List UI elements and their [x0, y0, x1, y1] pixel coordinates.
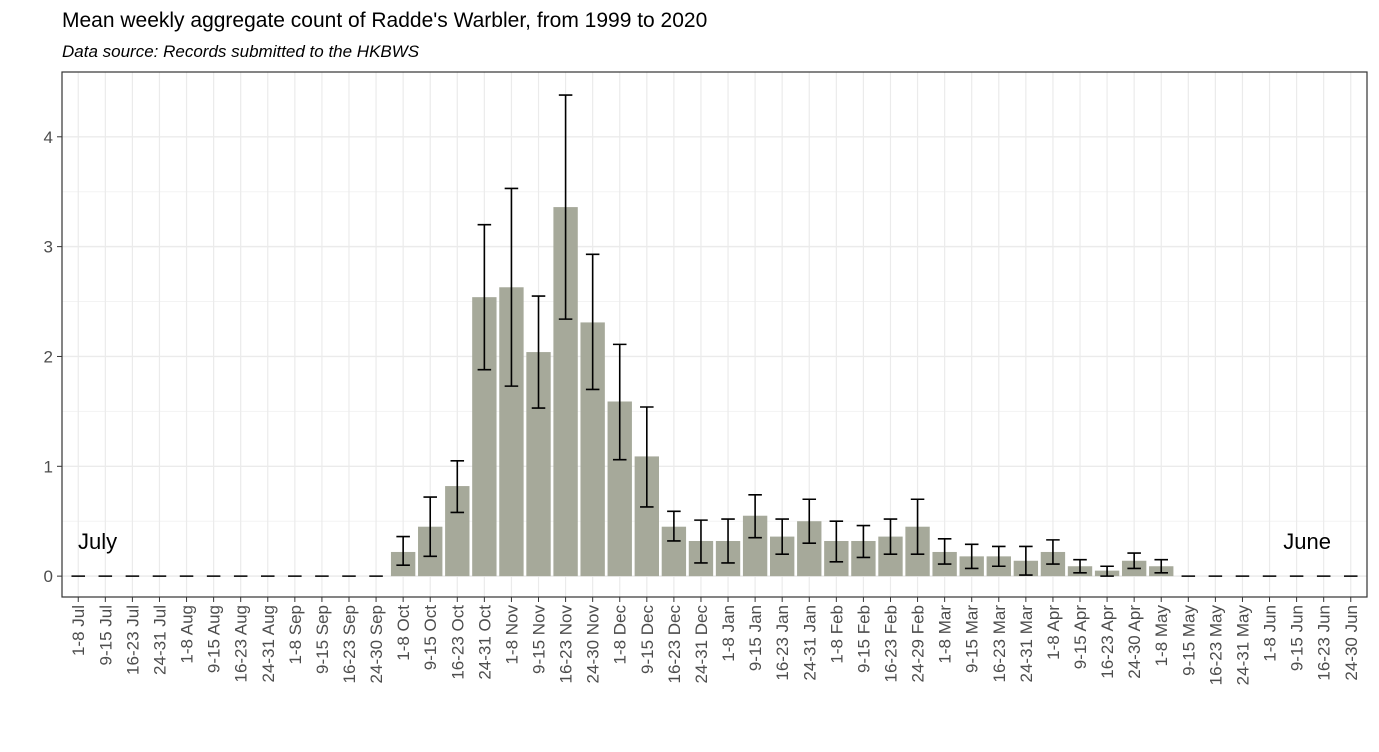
x-tick-label: 9-15 Dec — [638, 605, 657, 674]
error-bar — [423, 496, 437, 558]
y-tick-label: 1 — [44, 457, 53, 476]
x-tick-label: 24-31 Mar — [1017, 605, 1036, 683]
y-tick-label: 3 — [44, 238, 53, 257]
x-tick-label: 16-23 Jun — [1315, 605, 1334, 681]
x-tick-label: 16-23 Sep — [340, 605, 359, 683]
x-tick-label: 24-31 Aug — [259, 605, 278, 683]
x-tick-label: 24-30 Jun — [1342, 605, 1361, 681]
error-bar — [829, 520, 844, 563]
error-bar — [667, 510, 681, 542]
x-tick-label: 9-15 Feb — [854, 605, 873, 673]
error-bar — [1046, 539, 1060, 565]
x-tick-label: 16-23 Mar — [990, 605, 1009, 683]
x-tick-label: 16-23 Jan — [773, 605, 792, 681]
y-tick-label: 2 — [44, 347, 53, 366]
plot-background — [62, 72, 1367, 597]
error-bar — [910, 498, 925, 555]
x-tick-label: 9-15 Sep — [313, 605, 332, 674]
error-bar — [612, 343, 627, 461]
error-bar — [450, 460, 465, 514]
error-bar — [1127, 552, 1141, 570]
error-bar — [694, 519, 708, 564]
error-bar — [992, 545, 1006, 568]
x-tick-label: 16-23 May — [1206, 605, 1225, 686]
error-bar — [937, 537, 952, 565]
x-tick-label: 1-8 Jan — [719, 605, 738, 662]
x-tick-label: 9-15 Aug — [205, 605, 224, 673]
x-tick-label: 16-23 Apr — [1098, 605, 1117, 679]
x-tick-label: 24-29 Feb — [909, 605, 928, 683]
error-bar — [531, 295, 546, 409]
chart-title: Mean weekly aggregate count of Radde's W… — [62, 9, 707, 32]
x-tick-label: 1-8 Mar — [936, 605, 955, 664]
x-tick-label: 1-8 Feb — [827, 605, 846, 664]
error-bar — [964, 543, 979, 570]
error-bar — [640, 406, 654, 508]
x-tick-label: 9-15 Mar — [963, 605, 982, 673]
x-tick-label: 24-30 Sep — [367, 605, 386, 683]
x-tick-label: 1-8 Jul — [69, 605, 88, 656]
x-tick-label: 1-8 Dec — [611, 605, 630, 665]
x-tick-label: 9-15 May — [1179, 605, 1198, 676]
x-tick-label: 9-15 Jun — [1288, 605, 1307, 671]
error-bar — [504, 187, 519, 387]
x-tick-label: 1-8 Jun — [1261, 605, 1280, 662]
x-tick-label: 16-23 Oct — [448, 605, 467, 680]
error-bar — [856, 524, 871, 559]
x-tick-label: 24-31 May — [1233, 605, 1252, 686]
x-tick-label: 24-30 Apr — [1125, 605, 1144, 679]
y-tick-label: 4 — [44, 128, 53, 147]
x-tick-label: 16-23 Dec — [665, 605, 684, 684]
x-tick-label: 9-15 Jan — [746, 605, 765, 671]
chart-subtitle: Data source: Records submitted to the HK… — [62, 42, 420, 61]
error-bar — [1019, 545, 1033, 576]
x-tick-label: 9-15 Apr — [1071, 605, 1090, 670]
x-tick-label: 9-15 Nov — [530, 605, 549, 674]
x-tick-label: 24-31 Oct — [475, 605, 494, 680]
x-tick-label: 9-15 Oct — [421, 605, 440, 670]
annotation: June — [1283, 529, 1331, 554]
x-tick-label: 1-8 May — [1152, 605, 1171, 667]
x-tick-label: 9-15 Jul — [96, 605, 115, 665]
error-bar — [585, 253, 600, 391]
error-bar — [396, 535, 410, 566]
x-tick-label: 1-8 Sep — [286, 605, 305, 665]
x-tick-label: 24-31 Dec — [692, 605, 711, 684]
x-tick-label: 1-8 Aug — [178, 605, 197, 664]
x-tick-label: 16-23 Nov — [557, 605, 576, 684]
x-tick-label: 16-23 Feb — [881, 605, 900, 683]
error-bar — [775, 518, 789, 555]
x-tick-label: 16-23 Aug — [232, 605, 251, 683]
x-tick-label: 24-30 Nov — [584, 605, 603, 684]
error-bar — [1154, 558, 1168, 574]
x-tick-label: 16-23 Jul — [123, 605, 142, 675]
error-bar — [748, 494, 762, 539]
error-bar — [802, 498, 817, 544]
plot-border — [61, 71, 1368, 598]
annotation: July — [78, 529, 117, 554]
error-bar — [1100, 565, 1114, 577]
error-bar — [883, 518, 898, 555]
error-bar — [721, 518, 735, 564]
x-tick-label: 24-31 Jul — [150, 605, 169, 675]
x-tick-label: 1-8 Apr — [1044, 605, 1063, 660]
x-tick-label: 24-31 Jan — [800, 605, 819, 681]
error-bar — [1073, 558, 1087, 574]
y-tick-label: 0 — [44, 567, 53, 586]
x-tick-label: 1-8 Oct — [394, 605, 413, 661]
error-bar — [477, 223, 492, 371]
x-tick-label: 1-8 Nov — [502, 605, 521, 665]
error-bar — [558, 94, 573, 320]
